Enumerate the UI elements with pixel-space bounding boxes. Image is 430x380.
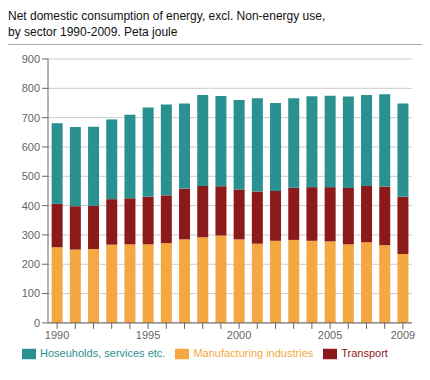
svg-text:200: 200 bbox=[22, 258, 40, 270]
svg-text:100: 100 bbox=[22, 287, 40, 299]
svg-text:400: 400 bbox=[22, 200, 40, 212]
svg-text:2005: 2005 bbox=[318, 329, 342, 341]
svg-text:1990: 1990 bbox=[45, 329, 69, 341]
html-text:Hoseuholds, services etc.: Hoseuholds, services etc. bbox=[40, 346, 166, 359]
svg-text:500: 500 bbox=[22, 170, 40, 182]
svg-text:800: 800 bbox=[22, 82, 40, 94]
svg-text:2009: 2009 bbox=[391, 329, 415, 341]
html-text:Net domestic consumption of en: Net domestic consumption of energy, excl… bbox=[8, 9, 326, 23]
svg-text:300: 300 bbox=[22, 229, 40, 241]
svg-text:1995: 1995 bbox=[136, 329, 160, 341]
html-text:by sector 1990-2009. Peta joul: by sector 1990-2009. Peta joule bbox=[8, 25, 178, 39]
svg-text:0: 0 bbox=[34, 317, 40, 329]
svg-text:2000: 2000 bbox=[227, 329, 251, 341]
html-text:Transport: Transport bbox=[341, 346, 388, 359]
svg-text:900: 900 bbox=[22, 53, 40, 65]
svg-text:700: 700 bbox=[22, 112, 40, 124]
html-text:Manufacturing industries: Manufacturing industries bbox=[193, 346, 314, 359]
svg-text:600: 600 bbox=[22, 141, 40, 153]
